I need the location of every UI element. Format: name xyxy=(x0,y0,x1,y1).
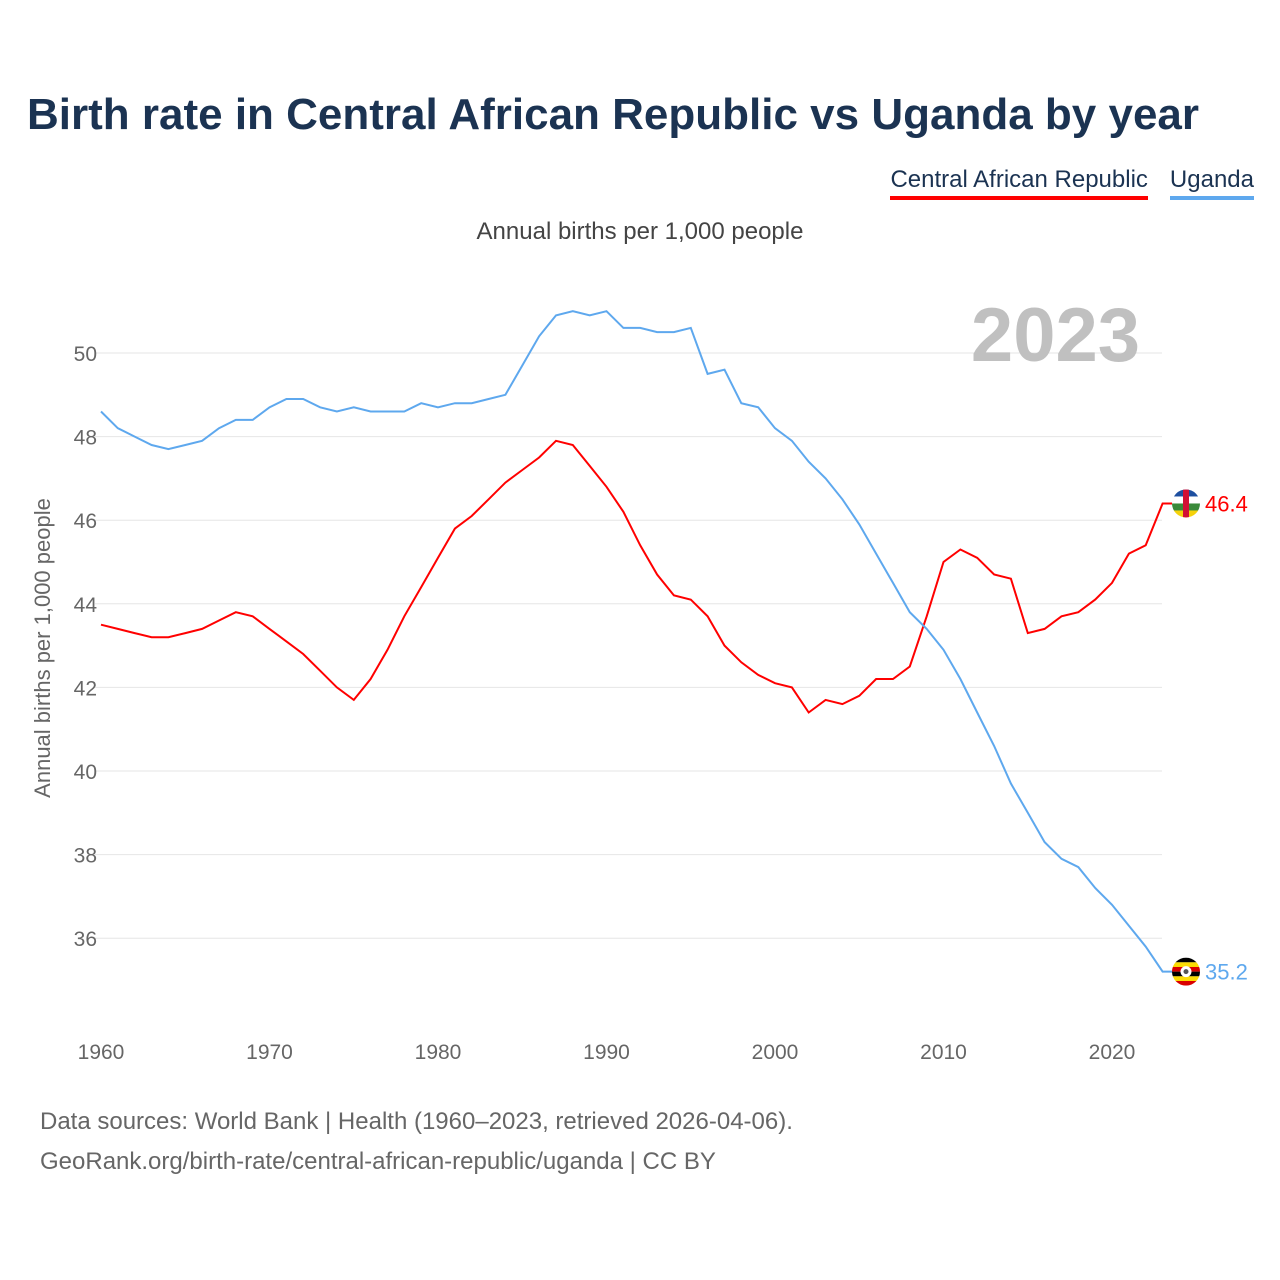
series-line-uganda xyxy=(100,310,1173,973)
legend: Central African Republic Uganda xyxy=(890,166,1254,200)
y-tick-label: 48 xyxy=(74,427,97,450)
y-tick-label: 50 xyxy=(74,343,97,366)
flag-crane xyxy=(1183,969,1189,975)
flag-stripe xyxy=(1172,976,1200,982)
flag-band xyxy=(1183,489,1189,518)
x-tick-label: 2010 xyxy=(920,1041,967,1064)
car-flag-icon xyxy=(1172,489,1200,518)
y-tick-label: 38 xyxy=(74,845,97,868)
uganda-flag-icon xyxy=(1172,957,1200,986)
x-tick-label: 1980 xyxy=(415,1041,462,1064)
y-tick-label: 42 xyxy=(74,677,97,700)
source-text: Data sources: World Bank | Health (1960–… xyxy=(40,1108,793,1135)
flag-body xyxy=(1172,957,1200,986)
series-line-car xyxy=(100,439,1173,714)
y-tick-label: 44 xyxy=(74,594,98,617)
chart-title: Birth rate in Central African Republic v… xyxy=(27,90,1200,139)
y-axis-label: Annual births per 1,000 people xyxy=(30,498,55,798)
flag-stripe xyxy=(1172,980,1200,986)
x-tick-label: 1970 xyxy=(246,1041,293,1064)
flag-body xyxy=(1172,489,1200,518)
source-link[interactable]: GeoRank.org/birth-rate/central-african-r… xyxy=(40,1148,716,1175)
legend-item-car[interactable]: Central African Republic xyxy=(890,166,1148,200)
end-value-label: 35.2 xyxy=(1205,960,1248,985)
end-value-label: 46.4 xyxy=(1205,491,1248,516)
y-tick-label: 46 xyxy=(74,510,97,533)
y-tick-label: 40 xyxy=(74,761,97,784)
year-watermark: 2023 xyxy=(971,293,1140,378)
y-tick-label: 36 xyxy=(74,928,97,951)
x-tick-label: 2000 xyxy=(752,1041,799,1064)
x-tick-label: 2020 xyxy=(1089,1041,1136,1064)
flag-stripe xyxy=(1172,957,1200,963)
x-tick-label: 1990 xyxy=(583,1041,630,1064)
legend-item-uganda[interactable]: Uganda xyxy=(1169,166,1254,200)
flag-stripe xyxy=(1172,962,1200,968)
chart-subtitle: Annual births per 1,000 people xyxy=(476,218,804,245)
x-tick-label: 1960 xyxy=(78,1041,125,1064)
